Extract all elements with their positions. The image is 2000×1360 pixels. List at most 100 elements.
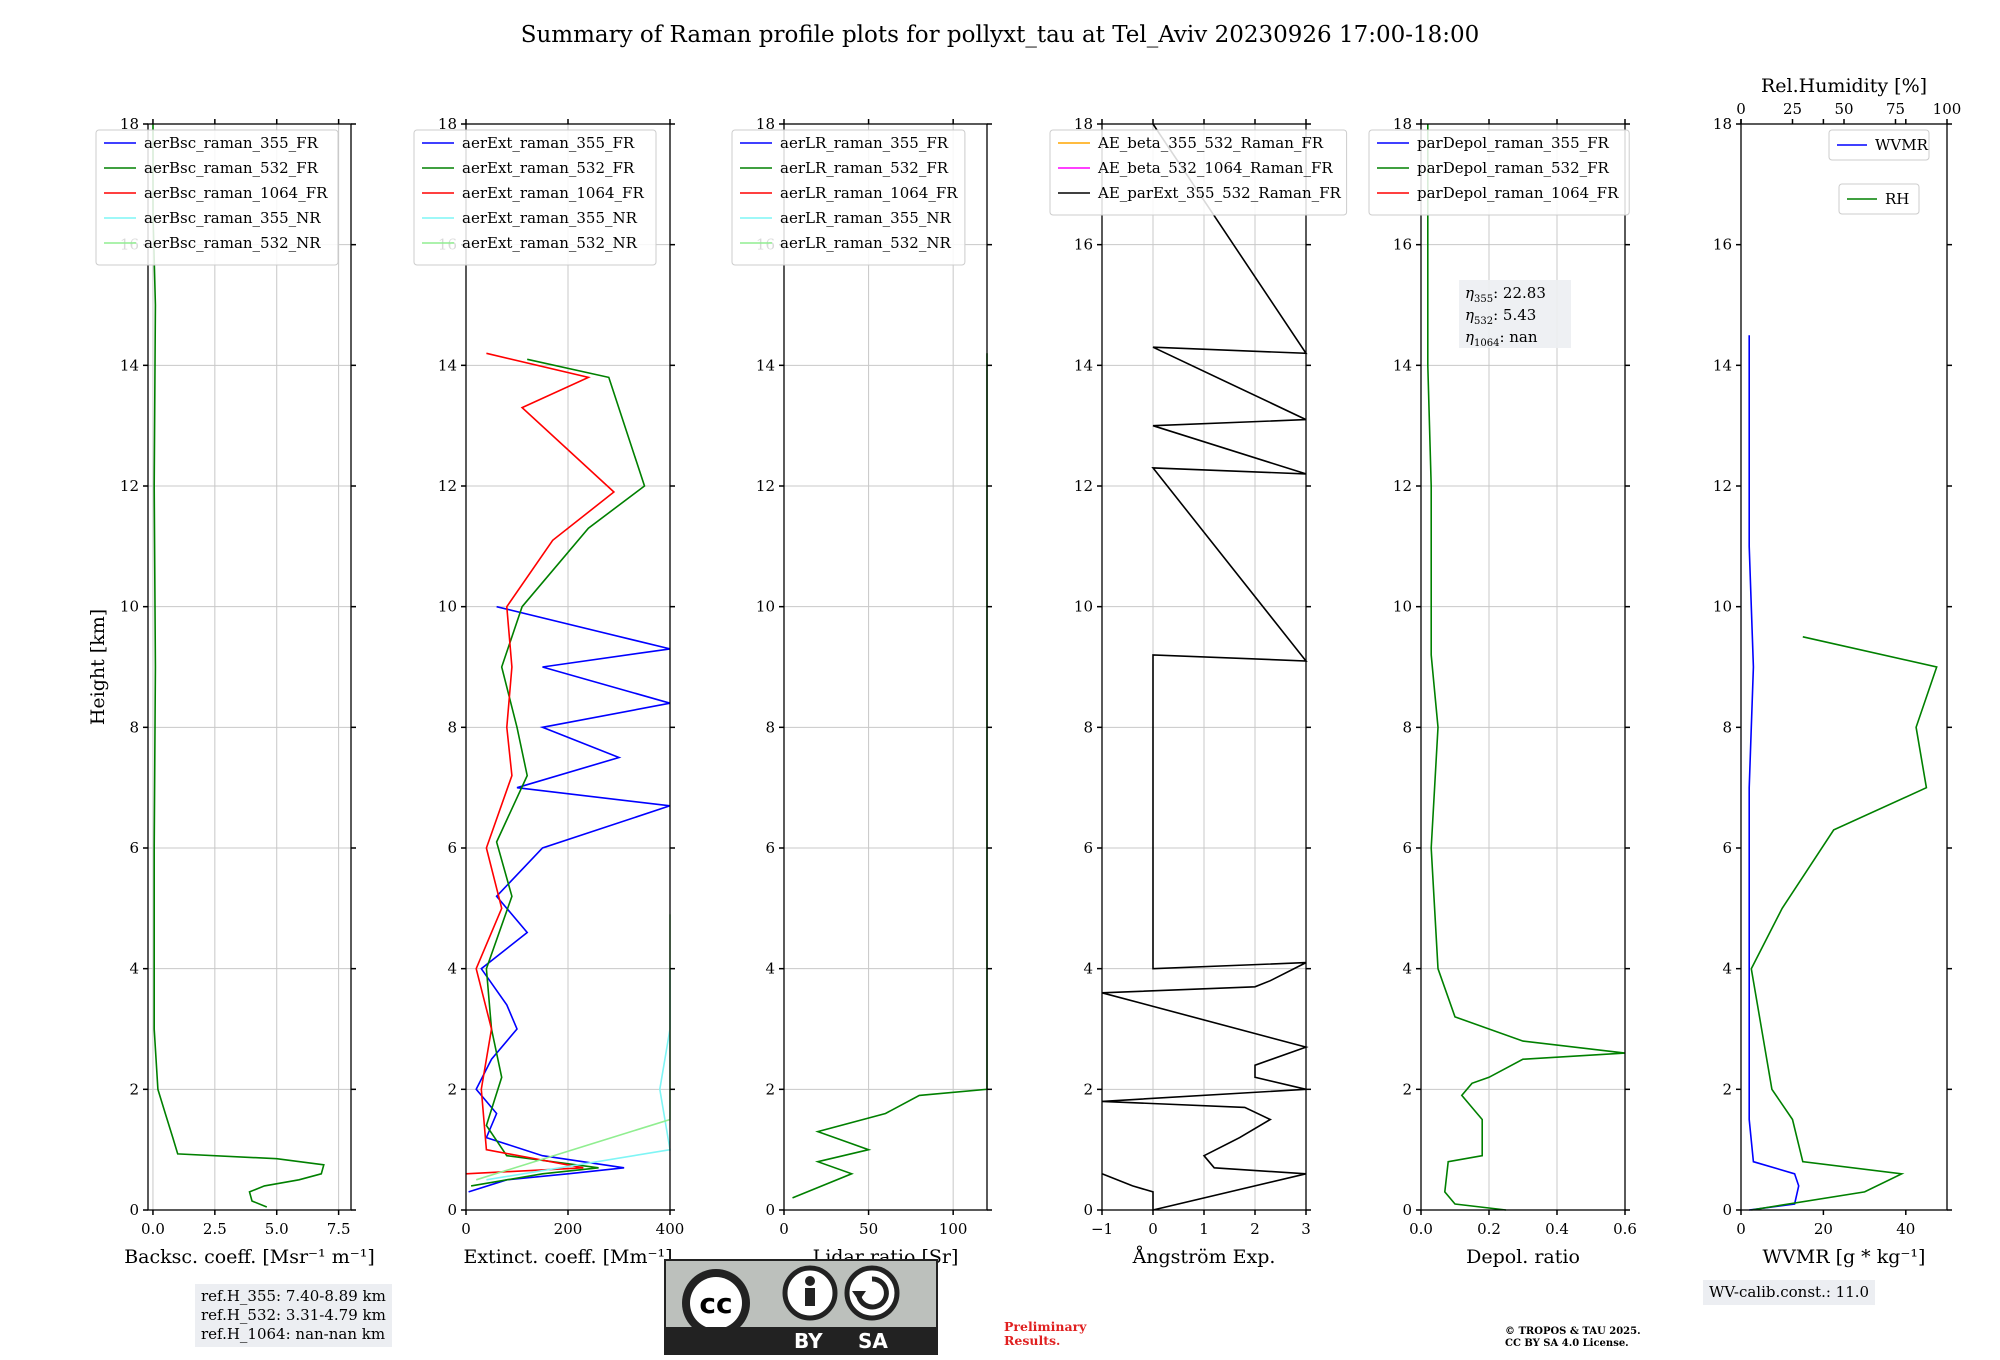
series-line-aerExt_raman_532_NR — [475, 914, 671, 1181]
series-line-aerExt_raman_1064_FR — [465, 352, 616, 1175]
legend-label-parDepol_raman_1064_FR: parDepol_raman_1064_FR — [1417, 184, 1619, 202]
legend-label-aerLR_raman_355_NR: aerLR_raman_355_NR — [780, 209, 951, 227]
series-line-aerExt_raman_532_FR — [470, 358, 646, 1187]
panel-depolarization: 0 2 4 6 8 10 12 14 16 18 0.0 0.2 0.4 0.6 Depol. ratio p… — [1368, 115, 1637, 1268]
y-tick-label-2: 4 — [1083, 960, 1093, 978]
cc-logo-text: cc — [699, 1287, 733, 1320]
y-tick-label-0: 0 — [1402, 1201, 1412, 1219]
legend-label-aerLR_raman_1064_FR: aerLR_raman_1064_FR — [780, 184, 958, 202]
y-tick-label-3: 6 — [447, 839, 457, 857]
x-tick-label-3: 2 — [1250, 1220, 1260, 1238]
y-tick-label-1: 2 — [1402, 1080, 1412, 1098]
x-tick-label-0: 0.0 — [1409, 1220, 1433, 1238]
x-tick-label-4: 3 — [1301, 1220, 1311, 1238]
legend-label-aerBsc_raman_1064_FR: aerBsc_raman_1064_FR — [144, 184, 328, 202]
y-tick-label-5: 10 — [1074, 598, 1093, 616]
y-tick-label-0: 0 — [765, 1201, 775, 1219]
y-tick-label-1: 2 — [129, 1080, 139, 1098]
y-tick-label-4: 8 — [1083, 718, 1093, 736]
y-tick-label-5: 10 — [756, 598, 775, 616]
ref-line-1064: ref.H_1064: nan-nan km — [201, 1325, 386, 1343]
x2-axis-label: Rel.Humidity [%] — [1761, 75, 1927, 97]
y-tick-label-6: 12 — [1713, 477, 1732, 495]
y-tick-label-0: 0 — [1083, 1201, 1093, 1219]
x-tick-label-1: 0 — [1148, 1220, 1158, 1238]
y-tick-label-4: 8 — [765, 718, 775, 736]
y-tick-label-7: 14 — [120, 356, 139, 374]
y-tick-label-5: 10 — [120, 598, 139, 616]
x-tick-label-2: 5.0 — [265, 1220, 289, 1238]
y-tick-label-1: 2 — [447, 1080, 457, 1098]
y-axis-label: Height [km] — [87, 609, 109, 725]
panel-lidar_ratio: 024681012141618050100Lidar ratio [Sr]aer… — [731, 115, 992, 1268]
y-tick-label-2: 4 — [1402, 960, 1412, 978]
legend-frame — [95, 129, 339, 266]
legend-label-aerBsc_raman_355_NR: aerBsc_raman_355_NR — [144, 209, 321, 227]
legend-label-WVMR: WVMR — [1875, 136, 1929, 154]
y-tick-label-2: 4 — [447, 960, 457, 978]
cc-sa-label: SA — [858, 1329, 888, 1353]
x-axis-label: Extinct. coeff. [Mm⁻¹] — [463, 1246, 672, 1268]
x-tick-label-0: 0.0 — [141, 1220, 165, 1238]
y-tick-label-7: 14 — [1713, 356, 1732, 374]
legend-label-parDepol_raman_355_FR: parDepol_raman_355_FR — [1417, 134, 1610, 152]
x-axis-label: Depol. ratio — [1466, 1246, 1580, 1268]
x-tick-label-3: 7.5 — [327, 1220, 351, 1238]
legend: aerLR_raman_355_FR aerLR_raman_532_FR aerL… — [731, 129, 966, 266]
y-tick-label-2: 4 — [129, 960, 139, 978]
legend-frame — [1368, 129, 1630, 216]
y-tick-label-4: 8 — [447, 718, 457, 736]
legend: parDepol_raman_355_FR parDepol_raman_532_… — [1368, 129, 1630, 216]
x-axis-label: Ångström Exp. — [1132, 1246, 1276, 1268]
axes-frame — [1420, 123, 1626, 1211]
x2-tick-label-3: 75 — [1886, 100, 1905, 118]
copyright-line-1: © TROPOS & TAU 2025. — [1505, 1326, 1641, 1337]
legend-label-aerLR_raman_532_FR: aerLR_raman_532_FR — [780, 159, 949, 177]
y-tick-label-9: 18 — [1074, 115, 1093, 133]
x-tick-label-2: 1 — [1199, 1220, 1209, 1238]
x2-tick-label-2: 50 — [1834, 100, 1853, 118]
y-tick-label-4: 8 — [129, 718, 139, 736]
reference-height-box: ref.H_355: 7.40-8.89 km ref.H_532: 3.31-… — [195, 1284, 392, 1347]
legend-label-aerBsc_raman_532_NR: aerBsc_raman_532_NR — [144, 234, 321, 252]
x-axis-label: Backsc. coeff. [Msr⁻¹ m⁻¹] — [124, 1246, 375, 1268]
y-tick-label-3: 6 — [129, 839, 139, 857]
legend-label-aerExt_raman_532_FR: aerExt_raman_532_FR — [462, 159, 635, 177]
y-tick-label-4: 8 — [1722, 718, 1732, 736]
copyright-note: © TROPOS & TAU 2025. CC BY SA 4.0 Licens… — [1505, 1326, 1641, 1350]
series-line-RH — [1750, 636, 1938, 1211]
annotation-line-1064: η1064: nan — [1465, 328, 1538, 349]
x-tick-label-1: 50 — [859, 1220, 878, 1238]
y-tick-label-0: 0 — [129, 1201, 139, 1219]
y-tick-label-8: 16 — [1393, 236, 1412, 254]
copyright-line-2: CC BY SA 4.0 License. — [1505, 1338, 1629, 1349]
x-tick-label-0: 0 — [461, 1220, 471, 1238]
series-line-aerExt_raman_355_FR — [468, 605, 671, 1193]
y-tick-label-9: 18 — [756, 115, 775, 133]
x-tick-label-0: 0 — [779, 1220, 789, 1238]
legend-label-AE_beta_532_1064_Raman_FR: AE_beta_532_1064_Raman_FR — [1097, 159, 1333, 177]
legend: aerBsc_raman_355_FR aerBsc_raman_532_FRae… — [95, 129, 339, 266]
y-tick-label-3: 6 — [1722, 839, 1732, 857]
preliminary-line-1: Preliminary — [1004, 1319, 1087, 1334]
y-tick-label-3: 6 — [1402, 839, 1412, 857]
y-tick-label-7: 14 — [1393, 356, 1412, 374]
legend-box-WVMR — [1828, 129, 1930, 161]
legend-label-aerExt_raman_532_NR: aerExt_raman_532_NR — [462, 234, 638, 252]
ref-line-532: ref.H_532: 3.31-4.79 km — [201, 1306, 386, 1324]
x-tick-label-1: 20 — [1814, 1220, 1833, 1238]
legend-label-AE_parExt_355_532_Raman_FR: AE_parExt_355_532_Raman_FR — [1097, 184, 1342, 202]
x-tick-label-2: 100 — [939, 1220, 968, 1238]
legend: AE_beta_355_532_Raman_FR AE_beta_532_1064… — [1049, 129, 1348, 216]
legend-label-aerBsc_raman_355_FR: aerBsc_raman_355_FR — [144, 134, 319, 152]
panel-extinction: 0246810121416180200400Extinct. coeff. [M… — [413, 115, 684, 1268]
series-line-parDepol_raman_532_FR — [1427, 124, 1626, 1211]
preliminary-note: Preliminary Results. — [1004, 1320, 1086, 1348]
legend-box-RH — [1838, 183, 1920, 215]
y-tick-label-8: 16 — [1074, 236, 1093, 254]
